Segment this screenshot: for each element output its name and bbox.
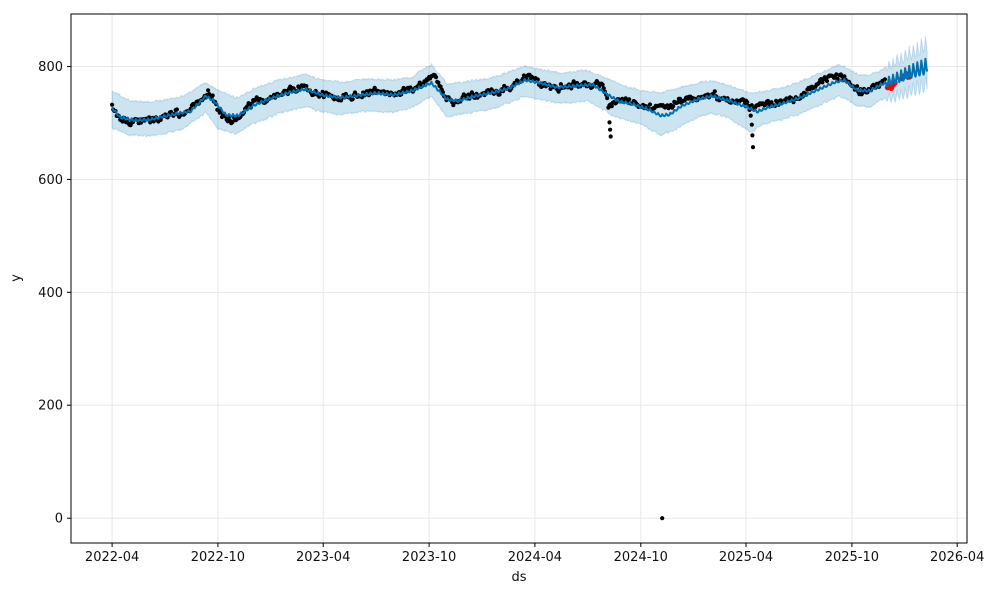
y-tick-label: 600 xyxy=(38,173,63,188)
x-tick-label: 2022-04 xyxy=(85,550,139,565)
y-tick-label: 0 xyxy=(55,512,63,527)
outlier-point xyxy=(748,113,753,118)
outlier-points-layer xyxy=(607,113,756,521)
plot-border xyxy=(70,13,968,544)
outlier-point xyxy=(750,133,755,138)
plot-area xyxy=(71,14,967,543)
tick-labels: 2022-04 2022-10 2023-04 2023-10 2024-04 2024-… xyxy=(38,60,984,565)
y-tick-label: 400 xyxy=(38,286,63,301)
y-axis-label: y xyxy=(9,274,24,282)
y-tick-label: 800 xyxy=(38,60,63,75)
axis-ticks xyxy=(67,66,958,547)
uncertainty-band xyxy=(111,36,928,138)
outlier-point xyxy=(608,127,613,132)
x-tick-label: 2026-04 xyxy=(930,550,984,565)
forecast-line-layer xyxy=(111,57,929,123)
outlier-point xyxy=(660,516,665,521)
x-tick-label: 2025-10 xyxy=(825,550,879,565)
outlier-point xyxy=(608,134,613,139)
x-tick-label: 2022-10 xyxy=(191,550,245,565)
x-tick-label: 2025-04 xyxy=(719,550,773,565)
x-tick-label: 2024-10 xyxy=(614,550,668,565)
x-axis-label: ds xyxy=(511,570,526,585)
outlier-point xyxy=(750,145,756,150)
x-tick-label: 2023-10 xyxy=(402,550,456,565)
x-tick-label: 2024-04 xyxy=(508,550,562,565)
outlier-point xyxy=(607,120,612,125)
y-tick-label: 200 xyxy=(38,399,63,414)
outlier-point xyxy=(749,122,754,127)
uncertainty-band-layer xyxy=(111,36,928,138)
x-tick-label: 2023-04 xyxy=(296,550,350,565)
forecast-line xyxy=(111,57,929,123)
grid-lines xyxy=(71,14,967,543)
